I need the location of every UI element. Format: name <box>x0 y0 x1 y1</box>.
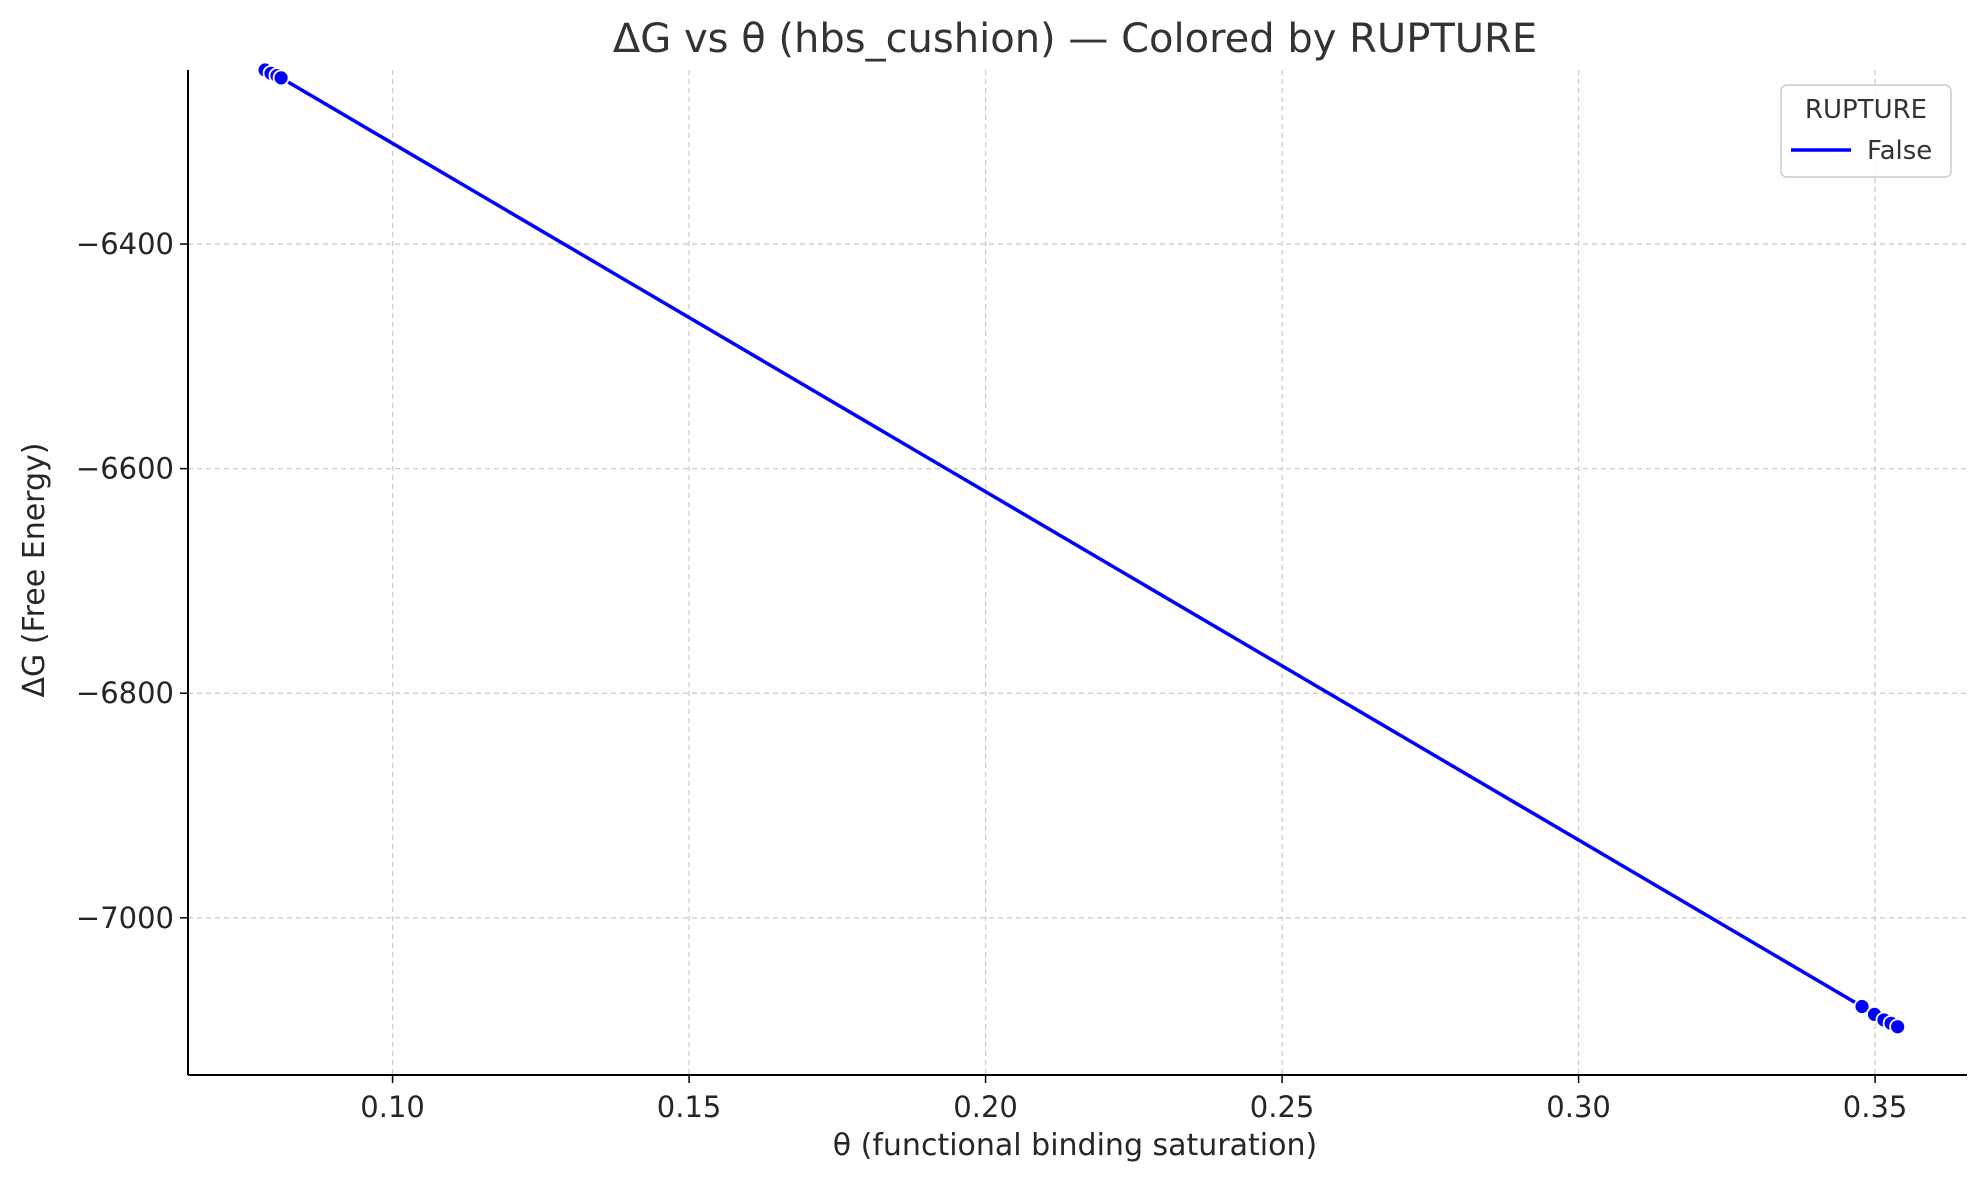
x-axis-label: θ (functional binding saturation) <box>833 1128 1317 1163</box>
y-axis-label: ΔG (Free Energy) <box>17 443 52 698</box>
legend-title: RUPTURE <box>1805 95 1927 125</box>
x-tick-label: 0.20 <box>953 1090 1018 1124</box>
y-tick-label: −6600 <box>76 452 174 486</box>
data-point <box>272 69 290 87</box>
x-tick-label: 0.30 <box>1546 1090 1611 1124</box>
data-point <box>1889 1018 1907 1036</box>
chart-title: ΔG vs θ (hbs_cushion) — Colored by RUPTU… <box>613 16 1537 62</box>
axes <box>187 70 1967 1076</box>
x-tick-label: 0.15 <box>657 1090 722 1124</box>
x-tick-label: 0.10 <box>360 1090 425 1124</box>
legend-label-false: False <box>1867 136 1932 166</box>
y-tick-label: −6800 <box>76 676 174 710</box>
legend: RUPTURE False <box>1780 84 1952 178</box>
grid-lines <box>188 70 1967 1075</box>
series <box>256 61 1907 1036</box>
x-tick-label: 0.35 <box>1843 1090 1908 1124</box>
y-tick-label: −7000 <box>76 901 174 935</box>
x-tick-label: 0.25 <box>1250 1090 1315 1124</box>
data-point <box>1853 998 1871 1015</box>
y-tick-label: −6400 <box>76 227 174 261</box>
ticks: 0.10 0.15 0.20 0.25 0.30 0.35 −6400 −6600 −6800 −… <box>76 227 1907 1124</box>
legend-box <box>1780 84 1952 178</box>
